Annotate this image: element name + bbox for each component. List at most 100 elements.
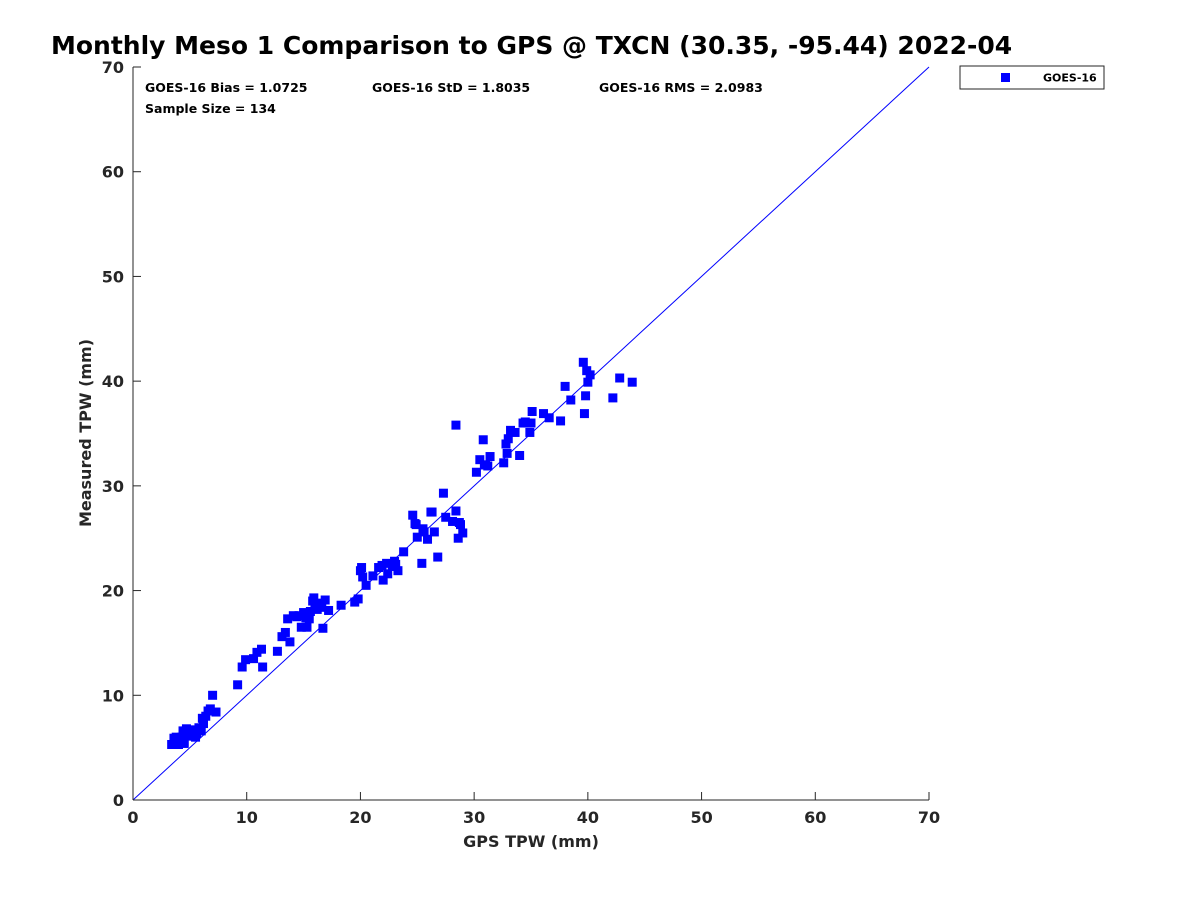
y-axis-label: Measured TPW (mm) [76,339,95,527]
data-point [305,607,315,617]
data-point [199,719,208,729]
x-tick-label: 0 [127,808,138,827]
x-tick-label: 70 [918,808,940,827]
chart-title: Monthly Meso 1 Comparison to GPS @ TXCN … [51,31,1012,60]
data-point [438,488,448,498]
data-point [441,512,451,522]
data-point [205,704,215,714]
y-tick-label: 50 [102,267,124,286]
data-point [483,461,493,471]
data-point [566,395,576,405]
data-point [423,534,433,544]
y-tick-label: 30 [102,477,124,496]
y-tick-label: 20 [102,582,124,601]
x-tick-label: 20 [349,808,371,827]
data-point [399,547,409,557]
data-point [302,622,312,632]
data-point [506,425,516,435]
data-point [408,510,418,520]
y-tick-label: 70 [102,58,124,77]
data-point [237,662,247,672]
data-point [454,518,464,528]
stat-rms: GOES-16 RMS = 2.0983 [599,80,763,95]
data-point [417,558,427,568]
data-point [585,370,595,380]
data-point [183,731,193,741]
stat-std: GOES-16 StD = 1.8035 [372,80,530,95]
data-point [320,595,330,605]
data-point [556,416,566,426]
data-point [285,637,295,647]
data-point [458,528,468,538]
data-points-group [167,357,637,749]
data-point [197,713,207,723]
data-point [527,407,537,417]
data-point [453,533,463,543]
data-point [411,520,421,530]
data-point [451,420,461,430]
data-point [241,655,251,665]
data-point [393,566,403,576]
data-point [317,600,327,610]
data-point [485,452,495,462]
data-point [579,409,589,419]
data-point [187,725,197,735]
data-point [615,373,625,383]
data-point [280,627,290,637]
data-point [301,613,311,623]
data-point [503,434,513,444]
axes-group [132,67,929,801]
data-point [427,507,437,517]
data-point [627,377,637,387]
y-tick-label: 0 [113,791,124,810]
data-point [353,594,363,604]
legend-label-goes16: GOES-16 [1043,72,1097,85]
data-point [318,623,328,633]
data-point [358,572,368,582]
data-point [272,646,282,656]
x-tick-label: 50 [690,808,712,827]
x-tick-label: 10 [236,808,258,827]
y-tick-label: 60 [102,163,124,182]
data-point [418,524,428,534]
data-point [583,377,593,387]
legend: GOES-16 [959,65,1105,90]
data-point [510,427,520,437]
data-point [257,644,266,654]
x-tick-label: 60 [804,808,826,827]
data-point [412,532,422,542]
data-point [208,690,218,700]
data-point [448,516,458,526]
data-point [233,680,243,690]
data-point [471,467,481,477]
data-point [299,608,309,618]
data-point [357,563,367,573]
data-point [178,726,188,736]
data-point [520,417,530,427]
stat-sample-size: Sample Size = 134 [145,101,276,116]
data-point [283,614,293,624]
data-point [581,391,591,401]
data-point [211,707,221,717]
data-point [382,558,392,568]
data-point [608,393,618,403]
data-point [196,726,206,736]
data-point [312,604,322,614]
data-point [336,600,346,610]
data-point [309,593,319,603]
data-point [383,569,393,579]
legend-box [959,65,1105,90]
data-point [361,580,371,590]
data-point [378,575,388,585]
data-point [539,409,549,419]
data-point [249,654,259,664]
data-point [499,458,509,468]
data-point [478,435,488,445]
data-point [544,413,554,423]
x-axis-label: GPS TPW (mm) [463,832,599,851]
data-point [525,427,535,437]
data-point [179,737,189,747]
data-point [252,647,262,657]
data-point [429,527,439,537]
data-point [324,605,334,615]
